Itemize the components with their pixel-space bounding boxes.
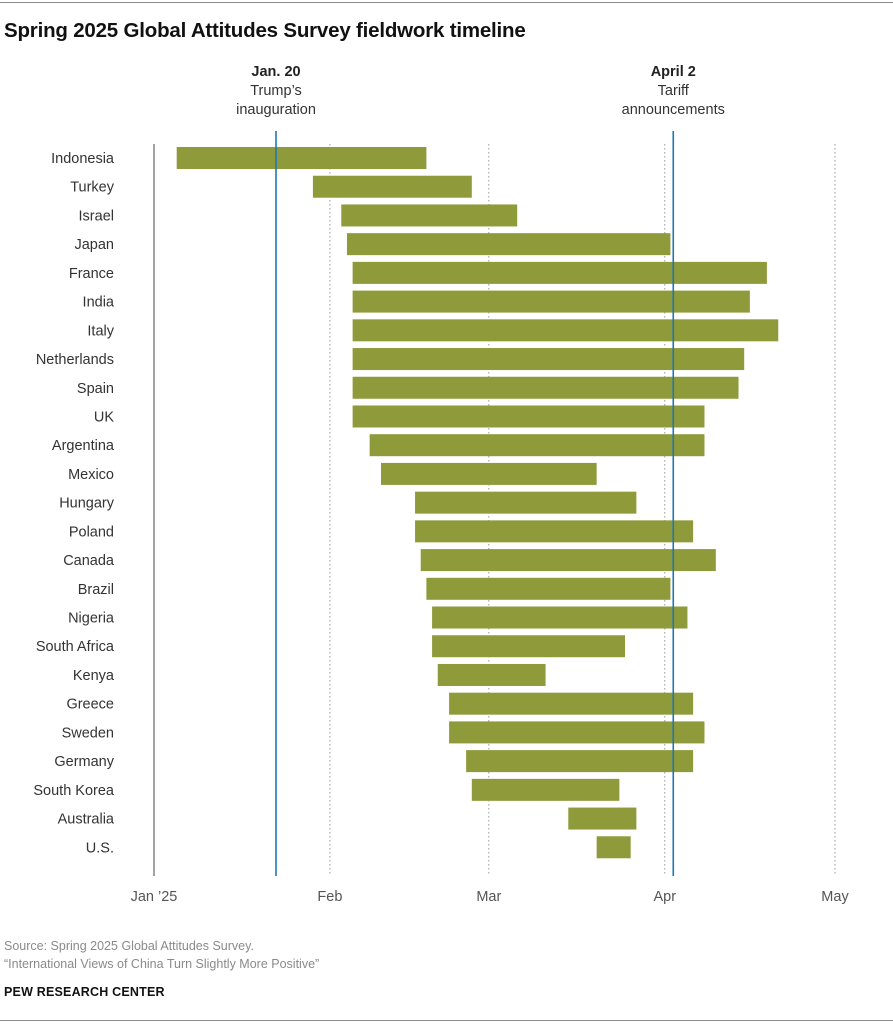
fieldwork-bar: [596, 836, 631, 859]
fieldwork-bar: [352, 405, 705, 428]
country-label: India: [83, 295, 115, 311]
fieldwork-bar: [312, 175, 472, 198]
report-title: “International Views of China Turn Sligh…: [4, 957, 320, 971]
country-label: Israel: [79, 208, 114, 224]
x-tick-label: Apr: [653, 889, 676, 905]
x-tick-label: Jan ’25: [131, 889, 178, 905]
event-name-label: inauguration: [236, 102, 316, 118]
fieldwork-bar: [369, 434, 705, 457]
country-label: Italy: [87, 323, 114, 339]
event-name-label: announcements: [622, 102, 725, 118]
country-label: Brazil: [78, 582, 114, 598]
country-label: France: [69, 266, 114, 282]
country-label: Nigeria: [68, 611, 115, 627]
country-label: Spain: [77, 381, 114, 397]
x-tick-label: May: [821, 889, 849, 905]
fieldwork-bar: [381, 462, 597, 485]
fieldwork-bar: [352, 290, 750, 313]
fieldwork-bar: [346, 233, 671, 256]
country-label: Hungary: [59, 496, 115, 512]
fieldwork-bar: [415, 520, 694, 543]
country-label: South Korea: [33, 783, 115, 799]
x-tick-label: Feb: [317, 889, 342, 905]
top-rule: [0, 2, 893, 3]
fieldwork-bar: [352, 348, 745, 371]
fieldwork-bar: [449, 721, 705, 744]
x-tick-label: Mar: [476, 889, 501, 905]
country-label: Japan: [74, 237, 114, 253]
country-label: Netherlands: [36, 352, 114, 368]
fieldwork-bar: [449, 692, 694, 715]
country-label: Sweden: [62, 725, 114, 741]
fieldwork-bar: [352, 319, 779, 342]
source-note: Source: Spring 2025 Global Attitudes Sur…: [4, 939, 254, 953]
country-label: Australia: [58, 812, 115, 828]
country-label: Kenya: [73, 668, 115, 684]
event-name-label: Trump’s: [250, 83, 302, 99]
country-label: Indonesia: [51, 151, 115, 167]
event-name-label: Tariff: [658, 83, 690, 99]
country-label: Germany: [54, 754, 114, 770]
fieldwork-bar: [466, 750, 694, 773]
country-label: South Africa: [36, 639, 115, 655]
fieldwork-bar: [568, 807, 637, 830]
fieldwork-bar: [437, 663, 546, 686]
country-label: Mexico: [68, 467, 114, 483]
country-label: Argentina: [52, 438, 115, 454]
country-label: UK: [94, 409, 114, 425]
event-date-label: Jan. 20: [251, 64, 300, 80]
fieldwork-bar: [415, 491, 637, 514]
page-title: Spring 2025 Global Attitudes Survey fiel…: [4, 19, 526, 42]
fieldwork-bar: [352, 261, 767, 284]
fieldwork-bar: [432, 635, 626, 658]
bottom-rule: [0, 1020, 893, 1021]
event-date-label: April 2: [651, 64, 696, 80]
timeline-chart: Jan ’25 Feb Mar Apr May Indonesia Turkey Israel…: [33, 64, 849, 905]
country-label: U.S.: [86, 840, 114, 856]
fieldwork-bar: [432, 606, 688, 629]
country-label: Canada: [63, 553, 115, 569]
country-label: Poland: [69, 524, 114, 540]
fieldwork-bar: [176, 147, 427, 169]
fieldwork-bar: [471, 778, 620, 801]
fieldwork-bar: [352, 376, 739, 399]
brand-logo-text: PEW RESEARCH CENTER: [4, 985, 165, 999]
country-label: Turkey: [70, 180, 115, 196]
fieldwork-bar: [426, 577, 671, 600]
fieldwork-bar: [420, 549, 716, 572]
country-label: Greece: [66, 697, 114, 713]
fieldwork-bar: [341, 204, 518, 227]
